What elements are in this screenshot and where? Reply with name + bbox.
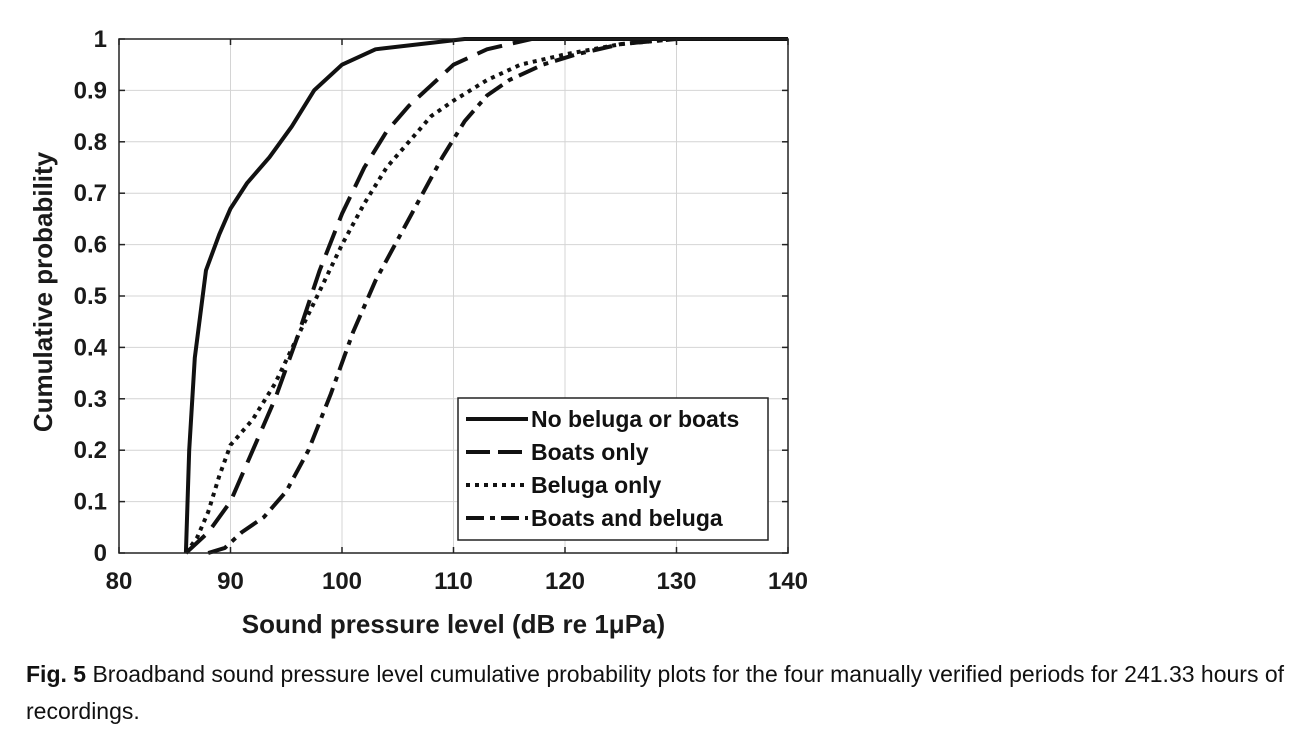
x-tick-label: 130	[656, 568, 696, 595]
x-tick-label: 90	[217, 568, 244, 595]
axis-ticks: 80 90 100 110 120 130 140 0 0.1 0.2 0.3 0.4 0.5 0.6 0.…	[74, 26, 808, 595]
legend-entry-label: Beluga only	[531, 472, 662, 498]
legend-entry-label: Boats and beluga	[531, 505, 723, 531]
y-tick-label: 0.1	[74, 489, 107, 516]
figure-caption-text: Broadband sound pressure level cumulativ…	[26, 661, 1285, 724]
y-tick-label: 0.3	[74, 386, 107, 413]
y-tick-label: 1	[94, 26, 107, 53]
legend: No beluga or boats Boats only Beluga only B…	[457, 397, 769, 541]
figure-label: Fig. 5	[26, 661, 87, 687]
x-tick-label: 110	[434, 568, 473, 595]
series-line	[184, 37, 788, 555]
chart: 80 90 100 110 120 130 140 0 0.1 0.2 0.3 0.4 0.5 0.6 0.…	[28, 26, 808, 639]
x-axis-title: Sound pressure level (dB re 1μPa)	[242, 609, 665, 639]
x-tick-label: 120	[545, 568, 585, 595]
y-tick-label: 0.2	[74, 437, 107, 464]
y-tick-label: 0	[94, 540, 107, 567]
grid	[119, 39, 788, 553]
x-tick-label: 80	[106, 568, 133, 595]
legend-entry-label: No beluga or boats	[531, 406, 739, 432]
legend-entry-label: Boats only	[531, 439, 649, 465]
y-tick-label: 0.9	[74, 77, 107, 104]
y-tick-label: 0.6	[74, 232, 107, 259]
y-tick-label: 0.4	[74, 334, 108, 361]
y-tick-label: 0.7	[74, 180, 107, 207]
series-line	[183, 37, 788, 554]
y-axis-title: Cumulative probability	[28, 151, 58, 432]
x-tick-label: 140	[768, 568, 808, 595]
y-tick-label: 0.5	[74, 283, 107, 310]
figure-caption: Fig. 5 Broadband sound pressure level cu…	[26, 656, 1286, 730]
y-tick-label: 0.8	[74, 129, 107, 156]
x-tick-label: 100	[322, 568, 362, 595]
series-line	[207, 37, 788, 555]
series-lines	[183, 37, 788, 555]
